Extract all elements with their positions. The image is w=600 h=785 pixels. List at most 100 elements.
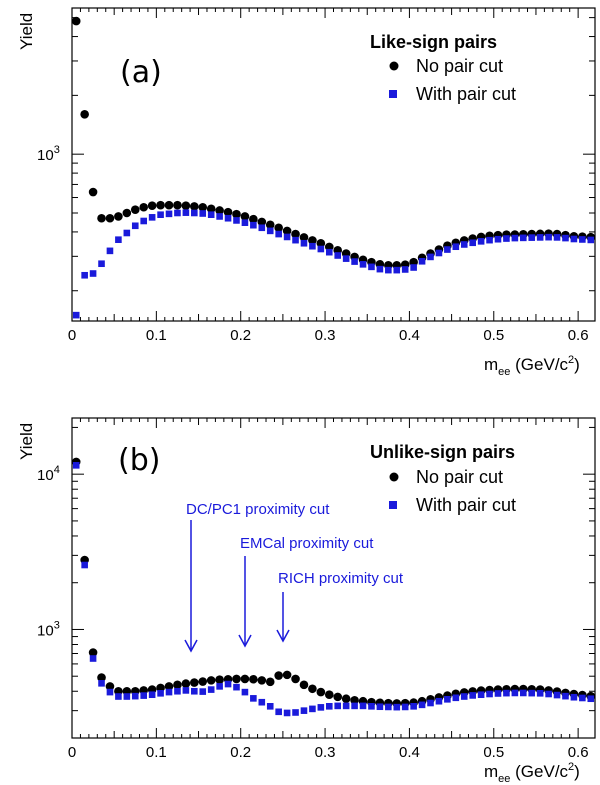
- point-with-pair-cut-b: [435, 697, 443, 705]
- point-with-pair-cut-a: [334, 252, 342, 259]
- point-with-pair-cut-a: [309, 242, 316, 250]
- point-with-pair-cut-a: [283, 233, 291, 241]
- point-with-pair-cut-a: [376, 265, 384, 273]
- axis-ticks-b: 0 0.1 0.2 0.3 0.4 0.5 0.6 103 104: [37, 418, 595, 761]
- point-no-pair-cut-a: [282, 226, 292, 236]
- point-with-pair-cut-b: [275, 708, 282, 716]
- point-with-pair-cut-a: [325, 248, 333, 256]
- point-no-pair-cut-b: [164, 682, 174, 691]
- point-no-pair-cut-a: [240, 212, 250, 221]
- point-with-pair-cut-a: [393, 266, 401, 274]
- x-axis-label-b: mee (GeV/c2): [484, 761, 580, 785]
- point-with-pair-cut-a: [148, 214, 156, 221]
- panel-a: 0 0.1 0.2 0.3 0.4 0.5 0.6 103 Yield mee (GeV/c2…: [17, 7, 596, 378]
- point-no-pair-cut-a: [257, 217, 267, 227]
- point-no-pair-cut-b: [97, 673, 106, 682]
- point-with-pair-cut-b: [174, 687, 181, 695]
- point-with-pair-cut-b: [233, 683, 240, 691]
- point-no-pair-cut-a: [156, 200, 165, 210]
- point-no-pair-cut-a: [71, 16, 81, 26]
- point-with-pair-cut-a: [469, 239, 476, 247]
- point-with-pair-cut-b: [182, 687, 190, 694]
- x-tick-label-a: 0.4: [399, 327, 420, 344]
- point-with-pair-cut-a: [292, 236, 299, 244]
- point-with-pair-cut-a: [359, 261, 367, 268]
- x-tick-label-a: 0.3: [315, 327, 336, 344]
- point-no-pair-cut-b: [308, 684, 317, 694]
- point-with-pair-cut-a: [545, 233, 552, 241]
- point-with-pair-cut-b: [131, 692, 139, 700]
- point-no-pair-cut-a: [88, 187, 98, 197]
- point-with-pair-cut-b: [410, 703, 417, 710]
- point-with-pair-cut-b: [81, 561, 88, 569]
- point-with-pair-cut-a: [250, 221, 257, 229]
- point-with-pair-cut-b: [385, 703, 392, 711]
- point-with-pair-cut-a: [418, 257, 426, 265]
- point-no-pair-cut-b: [341, 694, 351, 704]
- x-tick-label-b: 0.3: [315, 744, 336, 761]
- point-with-pair-cut-a: [131, 222, 139, 230]
- point-with-pair-cut-a: [233, 217, 240, 224]
- point-with-pair-cut-b: [72, 462, 80, 469]
- x-tick-label-b: 0: [68, 744, 76, 761]
- legend-marker-with-pair-cut-b: [389, 501, 397, 509]
- point-with-pair-cut-a: [317, 245, 325, 253]
- point-with-pair-cut-b: [258, 698, 266, 706]
- point-no-pair-cut-b: [324, 690, 334, 700]
- annotation-rich-arrowhead: [276, 629, 290, 643]
- point-with-pair-cut-a: [494, 235, 502, 243]
- point-with-pair-cut-a: [191, 209, 198, 217]
- point-with-pair-cut-b: [165, 688, 173, 696]
- point-with-pair-cut-b: [250, 695, 257, 702]
- point-with-pair-cut-b: [579, 694, 586, 702]
- point-with-pair-cut-a: [570, 235, 578, 243]
- point-no-pair-cut-a: [232, 209, 241, 219]
- point-no-pair-cut-b: [190, 678, 199, 687]
- point-with-pair-cut-b: [216, 683, 223, 690]
- point-with-pair-cut-b: [418, 701, 426, 709]
- legend-label-no-pair-cut-b: No pair cut: [416, 467, 503, 487]
- y-tick-label-a: 103: [37, 144, 60, 164]
- point-no-pair-cut-b: [333, 692, 343, 702]
- point-with-pair-cut-a: [258, 224, 266, 232]
- point-with-pair-cut-b: [460, 693, 468, 700]
- point-with-pair-cut-a: [579, 236, 586, 243]
- legend-label-with-pair-cut-b: With pair cut: [416, 495, 516, 515]
- point-with-pair-cut-b: [401, 703, 409, 711]
- point-with-pair-cut-a: [444, 246, 451, 253]
- x-tick-label-b: 0.4: [399, 744, 420, 761]
- point-no-pair-cut-a: [223, 207, 233, 217]
- point-with-pair-cut-a: [410, 264, 417, 271]
- point-with-pair-cut-b: [359, 702, 367, 710]
- point-no-pair-cut-a: [181, 201, 191, 210]
- point-with-pair-cut-a: [216, 213, 223, 220]
- point-with-pair-cut-b: [224, 680, 232, 688]
- point-no-pair-cut-a: [274, 223, 283, 233]
- point-no-pair-cut-a: [249, 214, 258, 224]
- point-with-pair-cut-a: [115, 236, 122, 243]
- point-with-pair-cut-a: [401, 266, 409, 273]
- point-with-pair-cut-a: [224, 214, 232, 222]
- point-no-pair-cut-b: [88, 648, 98, 657]
- point-no-pair-cut-a: [316, 238, 326, 248]
- point-with-pair-cut-b: [191, 687, 198, 695]
- point-no-pair-cut-b: [181, 679, 191, 688]
- point-with-pair-cut-b: [368, 703, 375, 710]
- point-no-pair-cut-b: [265, 677, 275, 687]
- x-tick-label-b: 0.5: [483, 744, 504, 761]
- point-no-pair-cut-b: [350, 695, 359, 705]
- point-no-pair-cut-b: [257, 676, 267, 685]
- point-with-pair-cut-a: [300, 239, 308, 247]
- point-with-pair-cut-b: [351, 702, 358, 710]
- point-with-pair-cut-a: [477, 238, 485, 245]
- point-with-pair-cut-a: [460, 241, 468, 248]
- point-with-pair-cut-b: [317, 704, 325, 711]
- y-axis-label-a: Yield: [17, 13, 36, 50]
- point-with-pair-cut-b: [157, 690, 164, 697]
- point-with-pair-cut-b: [486, 690, 493, 698]
- point-with-pair-cut-a: [368, 263, 375, 271]
- point-with-pair-cut-b: [545, 690, 552, 698]
- point-with-pair-cut-a: [511, 234, 519, 242]
- point-with-pair-cut-a: [536, 234, 544, 241]
